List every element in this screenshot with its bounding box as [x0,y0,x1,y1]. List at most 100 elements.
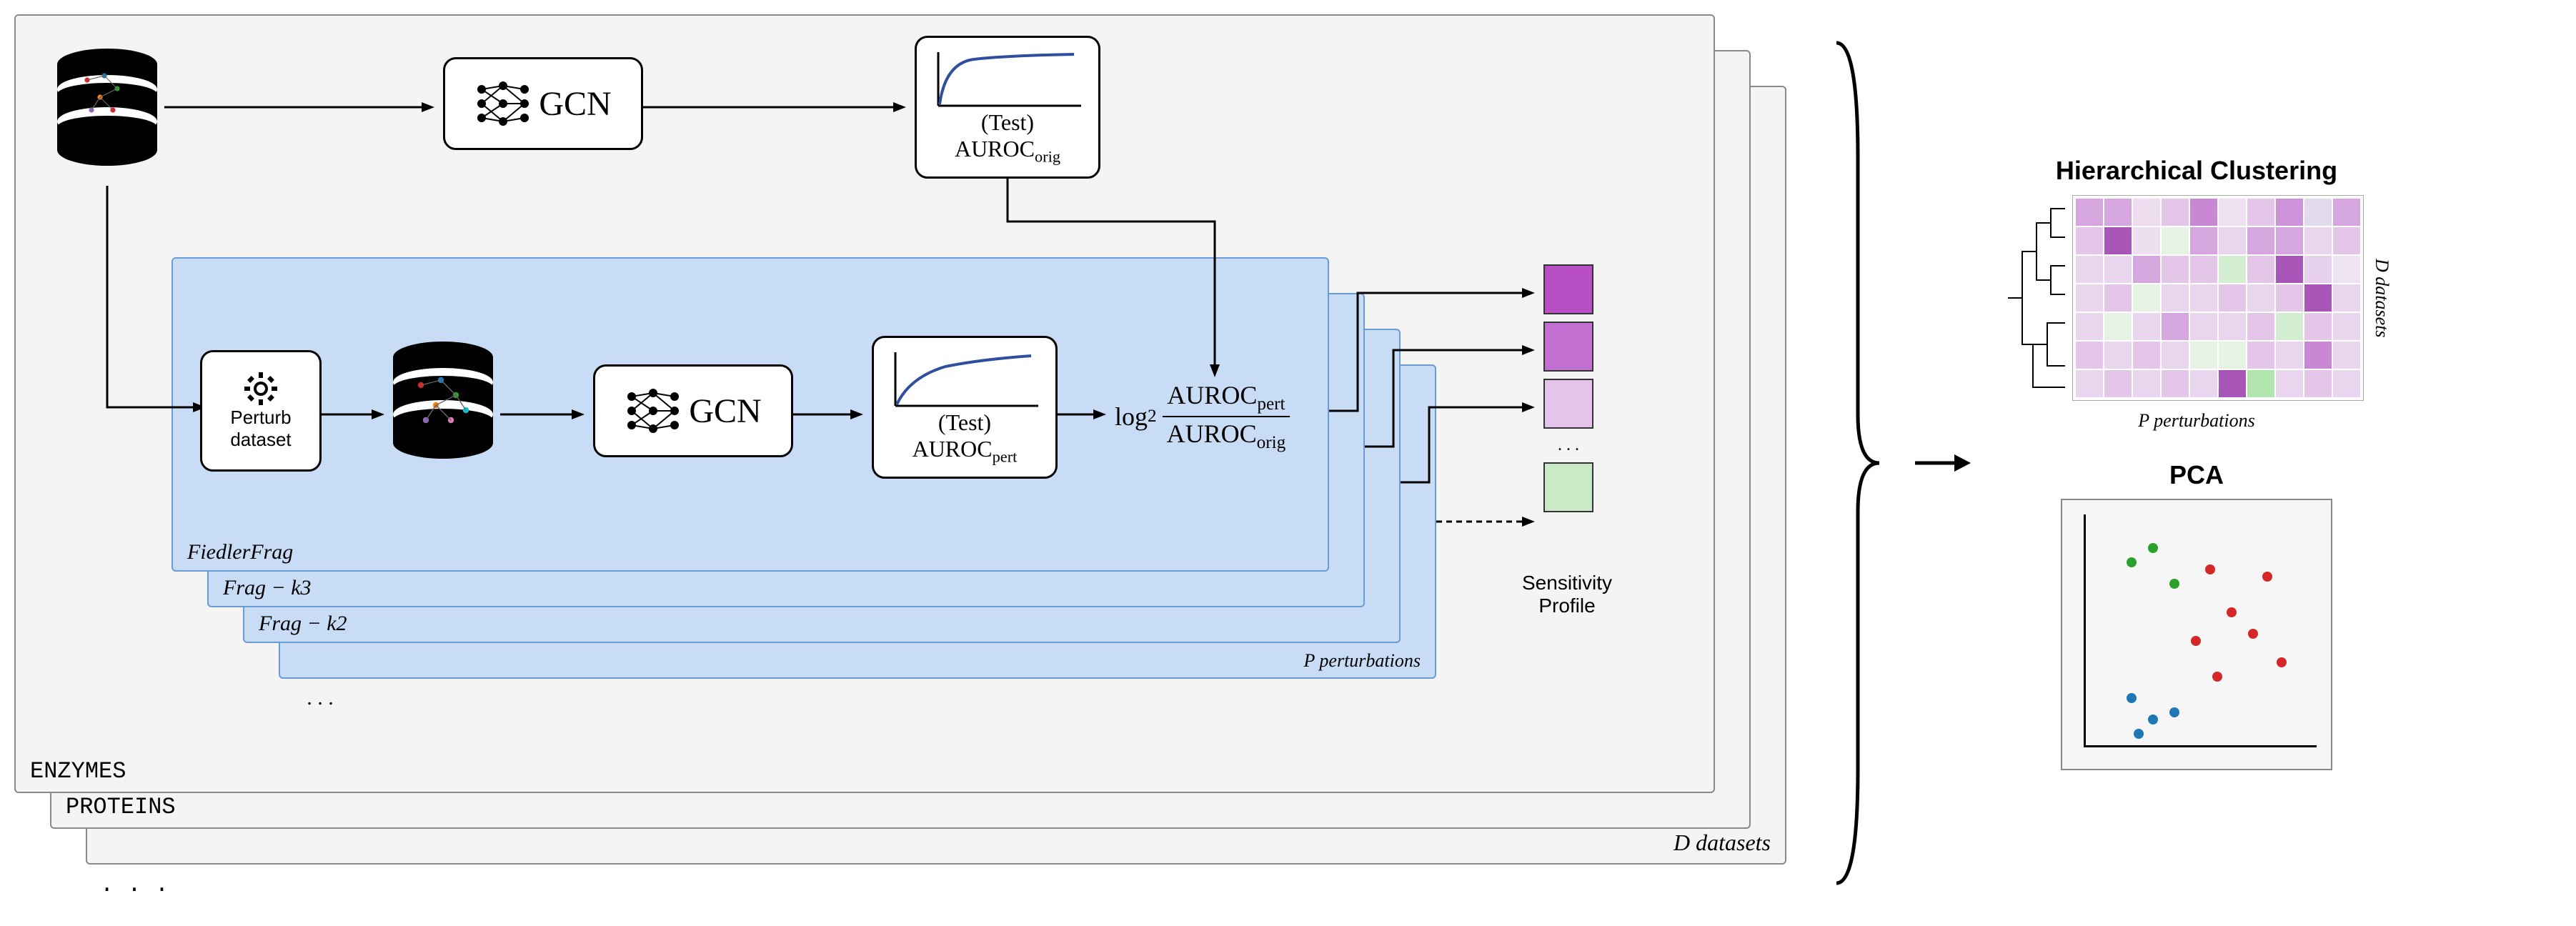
bracket-icon [1829,14,1886,912]
heatmap-cell [2333,342,2360,369]
gcn-box-top: GCN [443,57,643,150]
heatmap-cell [2304,313,2332,340]
perturb-box-label: Perturb dataset [230,407,291,451]
gear-icon [243,371,279,407]
pca-point [2169,707,2179,717]
heatmap-cell [2190,342,2217,369]
pipeline-diagram: D datasets PROTEINS ENZYMES . . . [14,14,1801,912]
heatmap-cell [2162,342,2189,369]
perturb-label-2: Frag − k2 [259,612,347,636]
heatmap-cell [2104,313,2132,340]
heatmap-cell [2076,284,2103,312]
pca-point [2277,657,2287,667]
pca-point [2205,564,2215,574]
perturb-label-1: Frag − k3 [223,576,312,600]
formula-log: log [1115,402,1148,432]
pca-point [2248,629,2258,639]
arrow-gcn-auroc-bottom [793,407,865,422]
test-label-orig: (Test) [981,109,1034,135]
sens-cell-2 [1543,379,1593,429]
heatmap-cell [2219,342,2246,369]
heatmap-cell [2333,313,2360,340]
heatmap-cell [2333,370,2360,397]
heatmap-grid [2072,195,2364,401]
heatmap-cell [2304,199,2332,226]
arrow-bracket-right [1915,449,1972,477]
heatmap-cell [2162,199,2189,226]
gcn-box-bottom: GCN [593,364,793,457]
auroc-orig-sub: orig [1035,147,1060,165]
heatmap-cell [2219,199,2246,226]
heatmap-cell [2104,256,2132,283]
heatmap-ylabel: D datasets [2371,259,2392,338]
log-ratio-formula: log2 AUROCpert AUROCorig [1115,379,1290,454]
heatmap-cell [2219,227,2246,254]
heatmap-cell [2304,227,2332,254]
auroc-orig-box: (Test) AUROCorig [915,36,1100,179]
heatmap-cell [2190,284,2217,312]
heatmap-cell [2276,199,2303,226]
arrow-to-cell-2 [1401,400,1536,486]
heatmap-cell [2304,256,2332,283]
roc-curve-orig [931,49,1088,113]
pca-point [2169,579,2179,589]
heatmap-cell [2104,227,2132,254]
sensitivity-profile: . . . [1543,264,1593,512]
formula-num-label: AUROC [1167,381,1257,409]
heatmap-cell [2133,284,2160,312]
formula-den-sub: orig [1257,433,1286,452]
heatmap-cell [2104,342,2132,369]
pca-point [2134,729,2144,739]
heatmap-cell [2133,256,2160,283]
heatmap-cell [2276,284,2303,312]
heatmap-xlabel: P perturbations [2138,410,2254,432]
heatmap-cell [2304,284,2332,312]
pca-point [2227,607,2237,617]
heatmap-cell [2333,284,2360,312]
heatmap-cell [2276,342,2303,369]
heatmap-cell [2133,199,2160,226]
heatmap-cell [2162,313,2189,340]
sens-ellipsis: . . . [1558,436,1579,455]
heatmap-cell [2104,199,2132,226]
heatmap-cell [2219,284,2246,312]
heatmap-cell [2190,370,2217,397]
neural-net-icon-2 [625,382,682,439]
heatmap-cell [2333,227,2360,254]
formula-den-label: AUROC [1167,419,1257,448]
auroc-pert-sub: pert [993,447,1018,465]
arrow-gcn-auroc-top [643,100,907,114]
heatmap-cell [2076,342,2103,369]
pca-title: PCA [2169,460,2224,490]
formula-base: 2 [1148,407,1157,427]
dataset-label-1: PROTEINS [66,794,176,820]
perturb-label-0: FiedlerFrag [187,540,293,564]
sens-cell-0 [1543,264,1593,314]
arrow-perturb-db2 [322,407,386,422]
arrow-db2-gcn [500,407,586,422]
sensitivity-label: Sensitivity Profile [1522,572,1612,617]
heatmap-cell [2304,370,2332,397]
datasets-count: D datasets [1674,830,1771,856]
arrow-db-gcn-top [164,100,436,114]
heatmap-cell [2219,370,2246,397]
heatmap-cell [2247,284,2274,312]
arrow-orig-down [1000,179,1229,379]
heatmap-cell [2190,227,2217,254]
heatmap-cell [2133,370,2160,397]
heatmap-cell [2247,227,2274,254]
dataset-label-0: ENZYMES [30,758,126,785]
heatmap-cell [2104,284,2132,312]
heatmap-cell [2276,313,2303,340]
arrow-to-cell-last [1436,514,1536,529]
heatmap-cell [2076,199,2103,226]
pca-point [2191,636,2201,646]
heatmap-cell [2276,227,2303,254]
hierarchical-title: Hierarchical Clustering [2056,156,2337,186]
sens-cell-3 [1543,462,1593,512]
perturb-count: P perturbations [1304,650,1421,672]
formula-num-sub: pert [1257,394,1285,414]
analysis-outputs: Hierarchical Clustering D datasets P per… [2001,14,2392,912]
heatmap-cell [2247,199,2274,226]
perturb-ellipsis: . . . [307,686,334,710]
